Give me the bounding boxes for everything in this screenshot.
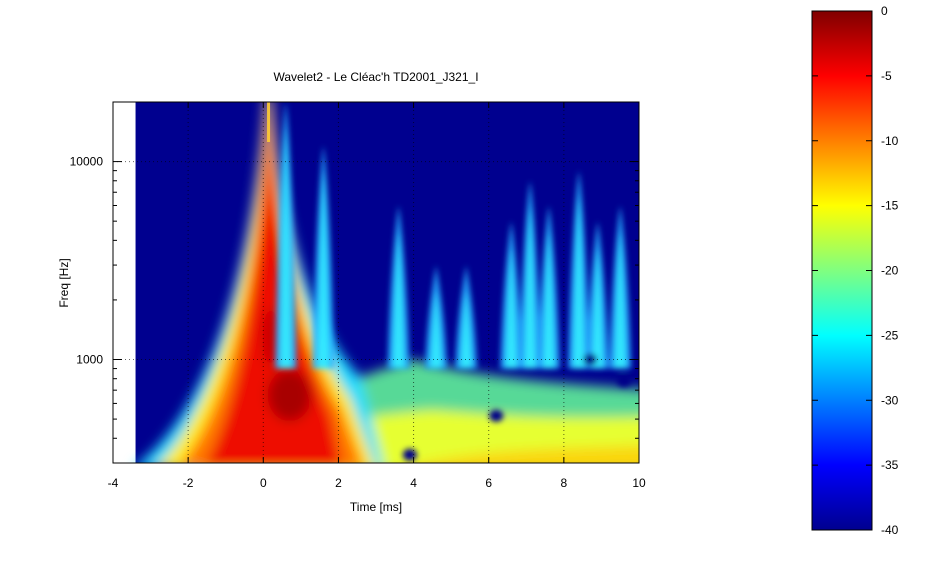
spectral-minimum	[402, 448, 417, 461]
plume-core	[614, 231, 627, 369]
plume-core	[591, 247, 604, 369]
x-axis: -4 -2 0 2 4 6 8 10	[108, 102, 646, 490]
x-axis-label: Time [ms]	[350, 500, 402, 514]
plume-core	[430, 291, 443, 369]
plume-core	[460, 291, 473, 369]
plume-core	[392, 231, 405, 369]
y-axis-label: Freq [Hz]	[57, 258, 71, 307]
x-tick-label: -2	[183, 476, 194, 490]
plume-core	[542, 231, 555, 369]
heatmap-area	[112, 101, 640, 464]
x-tick-label: 0	[260, 476, 267, 490]
plumes	[274, 102, 632, 461]
colorbar-tick-label: -10	[881, 134, 899, 148]
x-tick-label: 4	[410, 476, 417, 490]
x-tick-label: 8	[561, 476, 568, 490]
colorbar-tick-label: -40	[881, 523, 899, 537]
grid-lines	[113, 102, 639, 463]
plume-core	[279, 128, 292, 369]
colorbar-tick-label: -35	[881, 458, 899, 472]
colorbar: 0 -5 -10 -15 -20 -25 -30 -35 -40	[811, 4, 899, 537]
spectral-minimum	[616, 374, 631, 387]
chart-title: Wavelet2 - Le Cléac'h TD2001_J321_I	[273, 70, 478, 84]
energy-layers	[139, 102, 639, 463]
impulse-peak	[267, 102, 271, 142]
colorbar-tick-label: -5	[881, 69, 892, 83]
x-tick-label: 6	[485, 476, 492, 490]
y-axis: 1000 10000	[70, 155, 639, 439]
spectral-minimum	[489, 409, 504, 422]
y-tick-label: 1000	[76, 353, 103, 367]
colorbar-tick-label: -20	[881, 264, 899, 278]
plume-core	[317, 171, 330, 369]
colorbar-ticks: 0 -5 -10 -15 -20 -25 -30 -35 -40	[812, 4, 899, 537]
x-tick-label: -4	[108, 476, 119, 490]
x-tick-label: 2	[335, 476, 342, 490]
x-tick-label: 10	[632, 476, 646, 490]
plume-core	[572, 196, 585, 369]
colorbar-gradient	[812, 11, 872, 530]
colorbar-tick-label: -30	[881, 393, 899, 407]
colorbar-tick-label: -25	[881, 328, 899, 342]
y-tick-label: 10000	[70, 155, 104, 169]
heatmap-image	[135, 102, 639, 463]
spectral-minimum	[583, 353, 598, 366]
colorbar-tick-label: 0	[881, 4, 888, 18]
plume-core	[505, 247, 518, 369]
colorbar-tick-label: -15	[881, 199, 899, 213]
plume-core	[524, 206, 537, 369]
plot-frame	[112, 101, 640, 464]
